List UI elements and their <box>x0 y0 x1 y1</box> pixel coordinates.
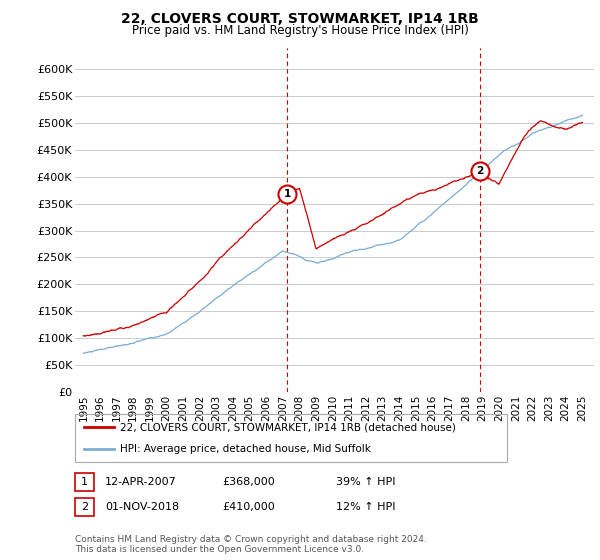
Text: HPI: Average price, detached house, Mid Suffolk: HPI: Average price, detached house, Mid … <box>120 444 371 454</box>
Text: 1: 1 <box>81 477 88 487</box>
Text: 2: 2 <box>81 502 88 512</box>
Text: £410,000: £410,000 <box>222 502 275 512</box>
Text: 12-APR-2007: 12-APR-2007 <box>105 477 177 487</box>
Text: Contains HM Land Registry data © Crown copyright and database right 2024.
This d: Contains HM Land Registry data © Crown c… <box>75 535 427 554</box>
Text: 2: 2 <box>476 166 484 176</box>
Text: £368,000: £368,000 <box>222 477 275 487</box>
Text: 22, CLOVERS COURT, STOWMARKET, IP14 1RB: 22, CLOVERS COURT, STOWMARKET, IP14 1RB <box>121 12 479 26</box>
Text: 22, CLOVERS COURT, STOWMARKET, IP14 1RB (detached house): 22, CLOVERS COURT, STOWMARKET, IP14 1RB … <box>120 422 456 432</box>
Text: 01-NOV-2018: 01-NOV-2018 <box>105 502 179 512</box>
Text: 39% ↑ HPI: 39% ↑ HPI <box>336 477 395 487</box>
Text: Price paid vs. HM Land Registry's House Price Index (HPI): Price paid vs. HM Land Registry's House … <box>131 24 469 36</box>
Text: 1: 1 <box>284 189 291 199</box>
Text: 12% ↑ HPI: 12% ↑ HPI <box>336 502 395 512</box>
